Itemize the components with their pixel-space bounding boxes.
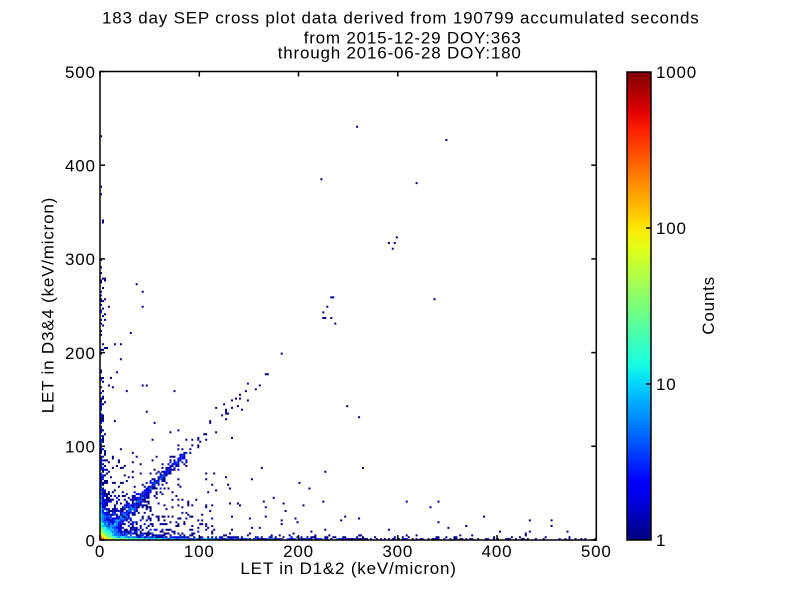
svg-text:1: 1 [656, 531, 666, 550]
svg-text:100: 100 [656, 219, 687, 238]
svg-text:100: 100 [184, 542, 215, 561]
svg-text:from 2015-12-29 DOY:363: from 2015-12-29 DOY:363 [304, 28, 522, 47]
svg-text:200: 200 [65, 344, 96, 363]
svg-text:100: 100 [65, 438, 96, 457]
svg-text:0: 0 [95, 542, 105, 561]
svg-text:300: 300 [382, 542, 413, 561]
svg-text:200: 200 [283, 542, 314, 561]
svg-text:through 2016-06-28 DOY:180: through 2016-06-28 DOY:180 [278, 43, 522, 62]
svg-text:400: 400 [65, 157, 96, 176]
svg-text:LET in D1&2 (keV/micron): LET in D1&2 (keV/micron) [240, 559, 456, 578]
svg-text:300: 300 [65, 250, 96, 269]
svg-text:10: 10 [656, 375, 677, 394]
svg-text:LET in D3&4 (keV/micron): LET in D3&4 (keV/micron) [38, 197, 57, 413]
svg-text:400: 400 [482, 542, 513, 561]
svg-text:183 day SEP cross plot data de: 183 day SEP cross plot data derived from… [102, 9, 700, 28]
svg-text:500: 500 [581, 542, 612, 561]
svg-text:0: 0 [86, 531, 96, 550]
svg-text:1000: 1000 [656, 63, 697, 82]
svg-text:500: 500 [65, 63, 96, 82]
svg-text:Counts: Counts [699, 276, 718, 335]
